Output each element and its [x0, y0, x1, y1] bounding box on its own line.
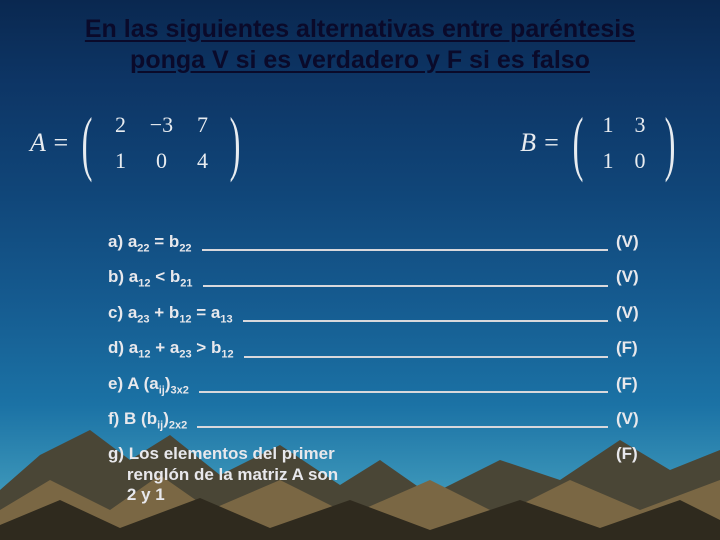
leader-line: [203, 285, 609, 287]
item-label: d) a12 + a23 > b12: [108, 338, 234, 360]
item-label: a) a22 = b22: [108, 232, 192, 254]
item-row: f) B (bij)2x2 (V): [108, 409, 650, 431]
leader-line: [197, 426, 608, 428]
cell: 3: [628, 112, 652, 138]
paren-right: ): [230, 112, 241, 174]
item-answer: (V): [616, 267, 650, 287]
cell: 1: [105, 148, 135, 174]
item-label: f) B (bij)2x2: [108, 409, 187, 431]
cell: 4: [187, 148, 217, 174]
cell: 7: [187, 112, 217, 138]
leader-line: [199, 391, 608, 393]
matrix-a-grid: 2 −3 7 1 0 4: [105, 108, 217, 178]
paren-left: (: [82, 112, 93, 174]
cell: 1: [596, 112, 620, 138]
matrix-b: B = ( 1 3 1 0 ): [520, 108, 682, 178]
item-row: c) a23 + b12 = a13 (V): [108, 303, 650, 325]
leader-line: [244, 356, 608, 358]
item-answer: (F): [616, 338, 650, 358]
slide: En las siguientes alternativas entre par…: [0, 0, 720, 540]
item-row: b) a12 < b21 (V): [108, 267, 650, 289]
item-label: e) A (aij)3x2: [108, 374, 189, 396]
item-row: g) Los elementos del primer renglón de l…: [108, 444, 650, 505]
matrix-b-label: B =: [520, 128, 560, 158]
leader-line: [243, 320, 608, 322]
item-row: a) a22 = b22 (V): [108, 232, 650, 254]
slide-title: En las siguientes alternativas entre par…: [50, 14, 670, 77]
item-row: d) a12 + a23 > b12 (F): [108, 338, 650, 360]
leader-line: [202, 249, 608, 251]
cell: 0: [141, 148, 181, 174]
item-answer: (V): [616, 232, 650, 252]
paren-right: ): [665, 112, 676, 174]
matrix-b-grid: 1 3 1 0: [596, 108, 652, 178]
matrix-a: A = ( 2 −3 7 1 0 4 ): [30, 108, 247, 178]
paren-left: (: [573, 112, 584, 174]
item-label: c) a23 + b12 = a13: [108, 303, 233, 325]
item-answer: (F): [616, 374, 650, 394]
cell: 2: [105, 112, 135, 138]
item-row: e) A (aij)3x2 (F): [108, 374, 650, 396]
matrix-a-label: A =: [30, 128, 69, 158]
item-answer: (F): [616, 444, 650, 464]
item-answer: (V): [616, 303, 650, 323]
item-label: b) a12 < b21: [108, 267, 193, 289]
cell: 1: [596, 148, 620, 174]
cell: −3: [141, 112, 181, 138]
item-label: g) Los elementos del primer renglón de l…: [108, 444, 338, 505]
cell: 0: [628, 148, 652, 174]
item-answer: (V): [616, 409, 650, 429]
items-list: a) a22 = b22(V)b) a12 < b21(V)c) a23 + b…: [108, 232, 650, 519]
